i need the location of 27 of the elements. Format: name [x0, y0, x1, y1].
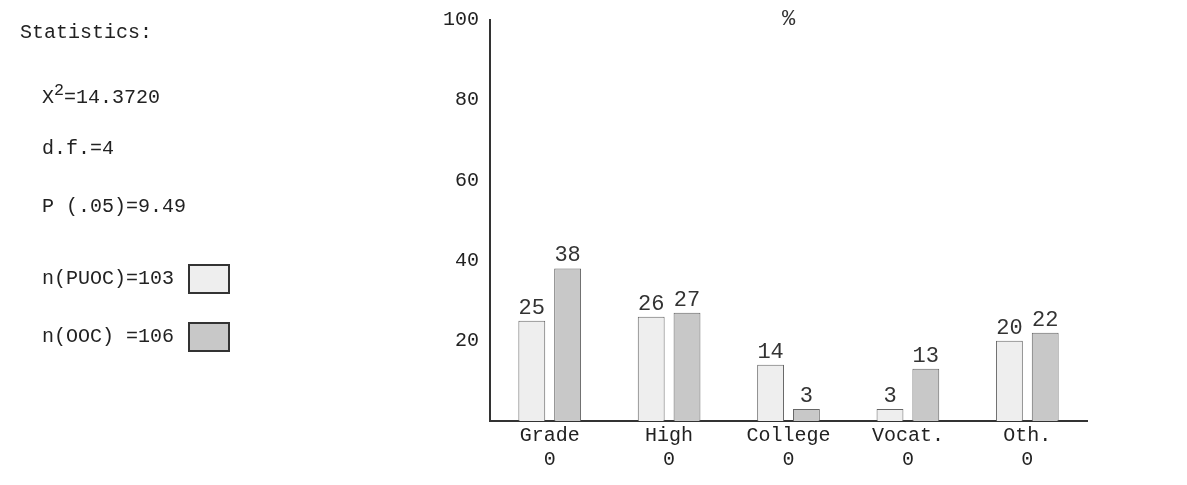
- data-label: 20: [996, 315, 1023, 341]
- data-label: 3: [799, 383, 814, 409]
- x-tick-label: Oth. 0: [1003, 424, 1052, 472]
- x-tick-label: Vocat. 0: [871, 424, 944, 472]
- legend-label: n(PUOC)=103: [42, 266, 175, 292]
- data-label: 22: [1032, 307, 1059, 333]
- x-tick-label: Grade 0: [519, 424, 580, 472]
- text: X$^{2}$=14.3720: [41, 80, 162, 111]
- y-tick-label: 60: [454, 168, 480, 192]
- y-tick-label: 80: [454, 88, 480, 112]
- text: Statistics:: [20, 20, 154, 46]
- text: P (.05)=9.49: [41, 194, 188, 220]
- x-tick-label: College 0: [746, 424, 831, 472]
- data-label: 25: [518, 295, 545, 321]
- x-tick-label: High 0: [645, 424, 694, 472]
- legend-label: n(OOC) =106: [42, 324, 175, 350]
- data-label: 27: [673, 287, 701, 313]
- data-label: 26: [637, 291, 665, 317]
- y-axis-title: %: [781, 6, 796, 32]
- data-label: 38: [554, 243, 581, 269]
- y-tick-label: 40: [454, 248, 480, 272]
- y-tick-label: 20: [454, 329, 480, 353]
- data-label: 13: [912, 343, 940, 369]
- data-label: 14: [757, 339, 784, 365]
- data-label: 3: [883, 383, 897, 409]
- text: d.f.=4: [41, 136, 115, 162]
- y-tick-label: 100: [442, 8, 480, 32]
